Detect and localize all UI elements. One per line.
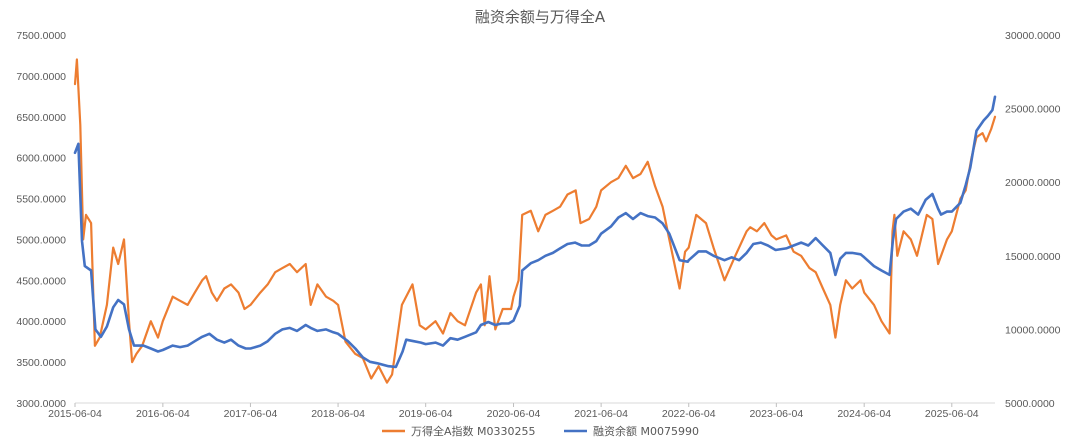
x-axis-tick-label: 2025-06-04: [925, 408, 979, 420]
x-axis-tick-label: 2019-06-04: [399, 408, 453, 420]
legend-label-wind-all-a: 万得全A指数 M0330255: [411, 424, 536, 438]
x-axis-tick-label: 2017-06-04: [224, 408, 278, 420]
right-axis-tick-label: 5000.0000: [1005, 398, 1055, 410]
x-axis-tick-label: 2018-06-04: [311, 408, 365, 420]
left-axis-tick-label: 6000.0000: [16, 153, 66, 165]
x-axis-tick-label: 2023-06-04: [749, 408, 803, 420]
x-axis-tick-label: 2015-06-04: [48, 408, 102, 420]
chart-title: 融资余额与万得全A: [475, 8, 606, 26]
series-lines-group: [73, 58, 997, 384]
left-axis-tick-label: 5000.0000: [16, 234, 66, 246]
right-axis-tick-label: 10000.0000: [1005, 324, 1061, 336]
left-axis-tick-label: 6500.0000: [16, 112, 66, 124]
left-axis-tick-label: 7000.0000: [16, 71, 66, 83]
left-axis-tick-label: 7500.0000: [16, 30, 66, 42]
left-axis-tick-label: 3000.0000: [16, 398, 66, 410]
chart-legend: 万得全A指数 M0330255 融资余额 M0075990: [382, 424, 699, 438]
left-axis-tick-label: 5500.0000: [16, 194, 66, 206]
left-axis-tick-label: 4500.0000: [16, 275, 66, 287]
right-axis-tick-label: 25000.0000: [1005, 104, 1061, 116]
right-axis-tick-label: 30000.0000: [1005, 30, 1061, 42]
axes-group: 3000.0000 3500.0000 4000.0000 4500.0000 5000…: [16, 30, 1060, 420]
left-axis-tick-label: 4000.0000: [16, 316, 66, 328]
series-line-margin-balance: [73, 95, 997, 369]
x-axis-tick-label: 2022-06-04: [662, 408, 716, 420]
left-axis-tick-label: 3500.0000: [16, 357, 66, 369]
x-axis-tick-label: 2016-06-04: [136, 408, 190, 420]
x-axis-tick-label: 2021-06-04: [574, 408, 628, 420]
right-axis-tick-label: 20000.0000: [1005, 177, 1061, 189]
right-axis-tick-label: 15000.0000: [1005, 251, 1061, 263]
series-line-wind-all-a: [73, 58, 997, 384]
legend-label-margin-balance: 融资余额 M0075990: [593, 424, 699, 438]
x-axis-tick-label: 2024-06-04: [837, 408, 891, 420]
x-axis-tick-label: 2020-06-04: [487, 408, 541, 420]
